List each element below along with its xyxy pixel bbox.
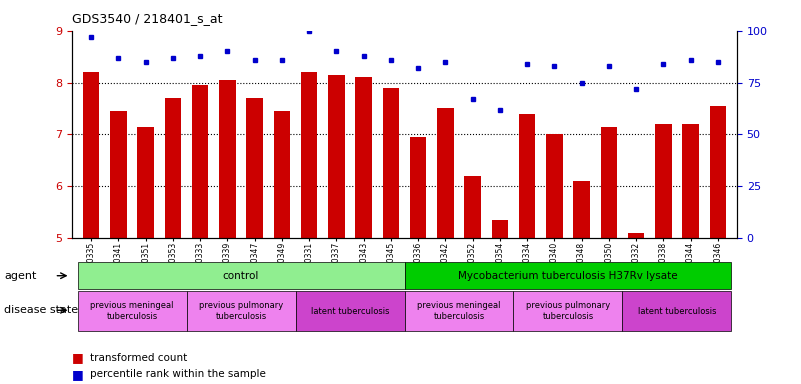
Bar: [111, 111, 127, 238]
Bar: [410, 137, 426, 238]
Bar: [519, 114, 535, 238]
Bar: [574, 181, 590, 238]
Bar: [710, 106, 726, 238]
Text: Mycobacterium tuberculosis H37Rv lysate: Mycobacterium tuberculosis H37Rv lysate: [458, 270, 678, 281]
Bar: [83, 72, 99, 238]
Text: percentile rank within the sample: percentile rank within the sample: [90, 369, 266, 379]
Text: previous pulmonary
tuberculosis: previous pulmonary tuberculosis: [199, 301, 283, 321]
FancyBboxPatch shape: [78, 262, 405, 290]
Bar: [165, 98, 181, 238]
FancyBboxPatch shape: [187, 291, 296, 331]
FancyBboxPatch shape: [78, 291, 187, 331]
Text: ■: ■: [72, 368, 84, 381]
Bar: [301, 72, 317, 238]
Bar: [274, 111, 290, 238]
Text: disease state: disease state: [4, 305, 78, 315]
FancyBboxPatch shape: [296, 291, 405, 331]
FancyBboxPatch shape: [405, 291, 513, 331]
Bar: [437, 108, 453, 238]
Bar: [546, 134, 562, 238]
Text: agent: agent: [4, 271, 36, 281]
FancyBboxPatch shape: [622, 291, 731, 331]
Bar: [655, 124, 671, 238]
Bar: [356, 78, 372, 238]
Text: ■: ■: [72, 351, 84, 364]
Text: latent tuberculosis: latent tuberculosis: [311, 306, 389, 316]
Text: previous meningeal
tuberculosis: previous meningeal tuberculosis: [91, 301, 174, 321]
Bar: [601, 127, 617, 238]
Bar: [628, 233, 644, 238]
Text: transformed count: transformed count: [90, 353, 187, 363]
Bar: [219, 80, 235, 238]
Text: control: control: [223, 270, 260, 281]
Bar: [247, 98, 263, 238]
Bar: [682, 124, 698, 238]
Bar: [492, 220, 508, 238]
Text: latent tuberculosis: latent tuberculosis: [638, 306, 716, 316]
FancyBboxPatch shape: [405, 262, 731, 290]
Bar: [192, 85, 208, 238]
Text: previous meningeal
tuberculosis: previous meningeal tuberculosis: [417, 301, 501, 321]
Text: previous pulmonary
tuberculosis: previous pulmonary tuberculosis: [526, 301, 610, 321]
Bar: [465, 176, 481, 238]
Bar: [383, 88, 399, 238]
Text: GDS3540 / 218401_s_at: GDS3540 / 218401_s_at: [72, 12, 223, 25]
Bar: [328, 75, 344, 238]
Bar: [138, 127, 154, 238]
FancyBboxPatch shape: [513, 291, 622, 331]
